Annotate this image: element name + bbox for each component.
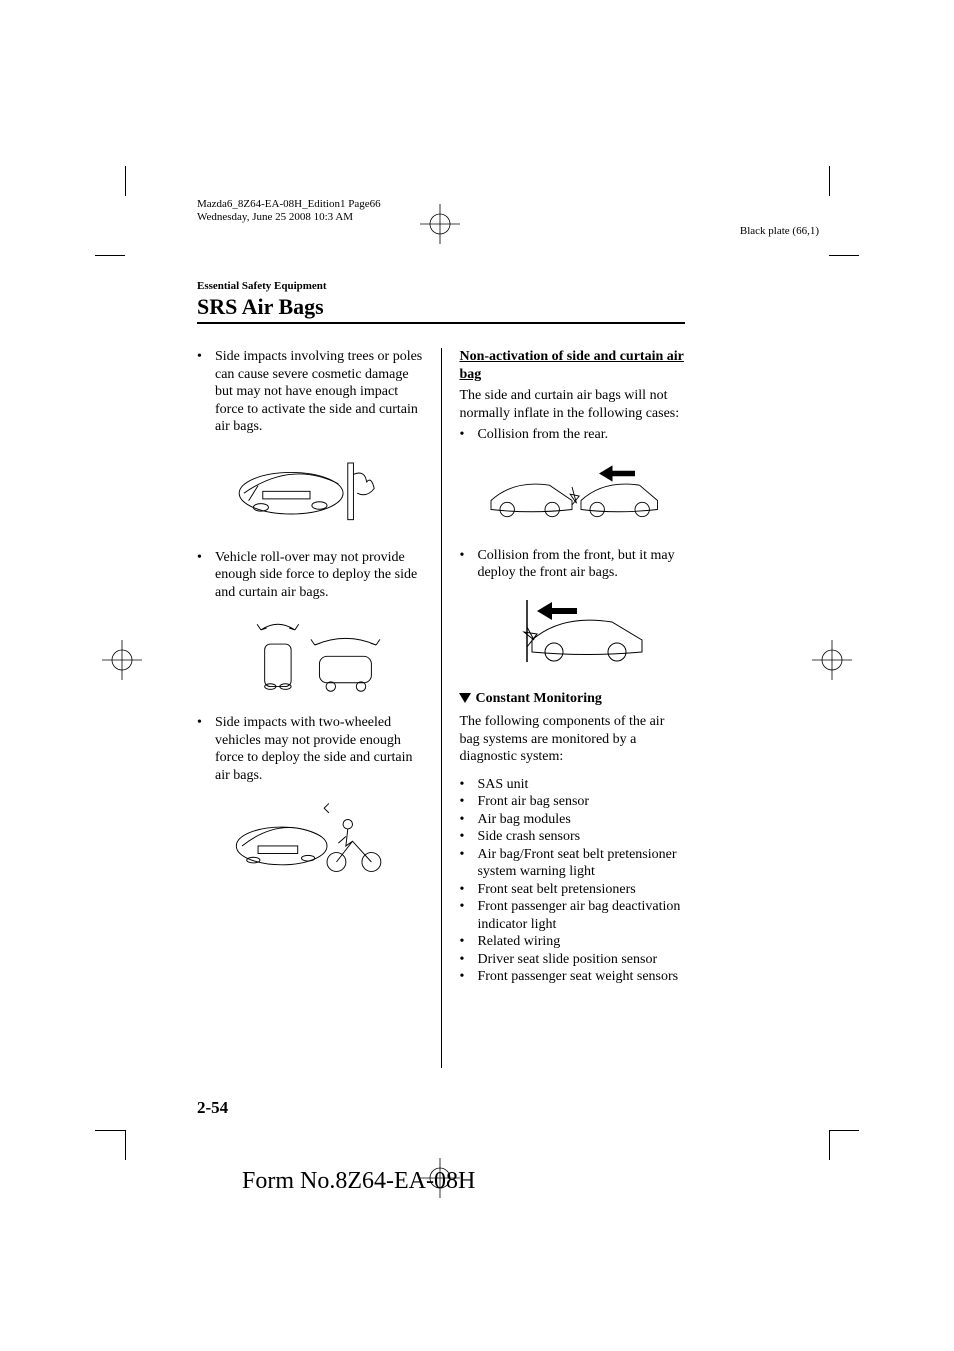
left-column: • Side impacts involving trees or poles … xyxy=(197,348,423,1068)
list-item: •Side crash sensors xyxy=(459,828,685,846)
bullet-icon: • xyxy=(459,426,477,444)
registration-mark-icon xyxy=(102,640,142,680)
bullet-text: Vehicle roll-over may not provide enough… xyxy=(215,549,423,602)
bullet-text: Front passenger air bag deactivation ind… xyxy=(477,898,685,933)
diagram-tree-pole-icon xyxy=(220,446,400,531)
bullet-icon: • xyxy=(459,968,477,986)
section-title: SRS Air Bags xyxy=(197,294,697,320)
section-header: Essential Safety Equipment SRS Air Bags xyxy=(197,280,697,320)
bullet-text: Driver seat slide position sensor xyxy=(477,951,685,969)
bullet-icon: • xyxy=(459,951,477,969)
page-number: 2-54 xyxy=(197,1098,228,1118)
list-item: •Front passenger seat weight sensors xyxy=(459,968,685,986)
crop-mark xyxy=(829,166,830,196)
bullet-icon: • xyxy=(459,547,477,582)
list-item: •Front passenger air bag deactivation in… xyxy=(459,898,685,933)
bullet-text: Side impacts involving trees or poles ca… xyxy=(215,348,423,436)
black-plate-label: Black plate (66,1) xyxy=(740,225,819,237)
bullet-text: Collision from the rear. xyxy=(477,426,685,444)
bullet-icon: • xyxy=(459,776,477,794)
list-item: •Front air bag sensor xyxy=(459,793,685,811)
bullet-icon: • xyxy=(197,348,215,436)
bullet-text: Front seat belt pretensioners xyxy=(477,881,685,899)
diagram-rollover-icon xyxy=(220,611,400,696)
constant-monitoring-heading: Constant Monitoring xyxy=(459,690,685,708)
bullet-icon: • xyxy=(459,898,477,933)
form-number: Form No.8Z64-EA-08H xyxy=(242,1168,475,1195)
bullet-icon: • xyxy=(197,714,215,784)
subsection-intro: The following components of the air bag … xyxy=(459,713,685,766)
subsection-heading: Non-activation of side and curtain air b… xyxy=(459,348,685,383)
doc-id-line2: Wednesday, June 25 2008 10:3 AM xyxy=(197,211,353,223)
bullet-text: Side crash sensors xyxy=(477,828,685,846)
bullet-text: Front passenger seat weight sensors xyxy=(477,968,685,986)
list-item: •Related wiring xyxy=(459,933,685,951)
crop-mark xyxy=(125,166,126,196)
bullet-icon: • xyxy=(459,933,477,951)
list-item: • Collision from the rear. xyxy=(459,426,685,444)
bullet-text: Collision from the front, but it may dep… xyxy=(477,547,685,582)
diagram-front-collision-icon xyxy=(482,592,662,672)
crop-mark xyxy=(125,1130,126,1160)
crop-mark xyxy=(95,1130,125,1131)
triangle-down-icon xyxy=(459,693,471,703)
list-item: •Air bag/Front seat belt pretensioner sy… xyxy=(459,846,685,881)
bullet-icon: • xyxy=(459,793,477,811)
diagram-two-wheel-icon xyxy=(220,794,400,879)
bullet-text: Side impacts with two-wheeled vehicles m… xyxy=(215,714,423,784)
monitor-list: •SAS unit •Front air bag sensor •Air bag… xyxy=(459,776,685,986)
right-column: Non-activation of side and curtain air b… xyxy=(459,348,685,1068)
list-item: •Air bag modules xyxy=(459,811,685,829)
bullet-icon: • xyxy=(197,549,215,602)
doc-id-line1: Mazda6_8Z64-EA-08H_Edition1 Page66 xyxy=(197,198,381,210)
subsection-title-text: Constant Monitoring xyxy=(475,691,601,706)
crop-mark xyxy=(829,1130,830,1160)
registration-mark-icon xyxy=(420,204,460,244)
list-item: • Vehicle roll-over may not provide enou… xyxy=(197,549,423,602)
bullet-icon: • xyxy=(459,846,477,881)
crop-mark xyxy=(829,255,859,256)
section-rule xyxy=(197,322,685,324)
list-item: • Side impacts with two-wheeled vehicles… xyxy=(197,714,423,784)
section-small-label: Essential Safety Equipment xyxy=(197,280,697,292)
list-item: •Driver seat slide position sensor xyxy=(459,951,685,969)
crop-mark xyxy=(95,255,125,256)
bullet-text: Related wiring xyxy=(477,933,685,951)
bullet-text: Air bag/Front seat belt pretensioner sys… xyxy=(477,846,685,881)
column-divider xyxy=(441,348,442,1068)
registration-mark-icon xyxy=(812,640,852,680)
list-item: • Collision from the front, but it may d… xyxy=(459,547,685,582)
bullet-icon: • xyxy=(459,881,477,899)
bullet-text: Front air bag sensor xyxy=(477,793,685,811)
bullet-icon: • xyxy=(459,811,477,829)
list-item: • Side impacts involving trees or poles … xyxy=(197,348,423,436)
content-columns: • Side impacts involving trees or poles … xyxy=(197,348,685,1068)
diagram-rear-collision-icon xyxy=(482,454,662,529)
bullet-text: Air bag modules xyxy=(477,811,685,829)
list-item: •Front seat belt pretensioners xyxy=(459,881,685,899)
bullet-icon: • xyxy=(459,828,477,846)
crop-mark xyxy=(829,1130,859,1131)
subsection-intro: The side and curtain air bags will not n… xyxy=(459,387,685,422)
list-item: •SAS unit xyxy=(459,776,685,794)
bullet-text: SAS unit xyxy=(477,776,685,794)
